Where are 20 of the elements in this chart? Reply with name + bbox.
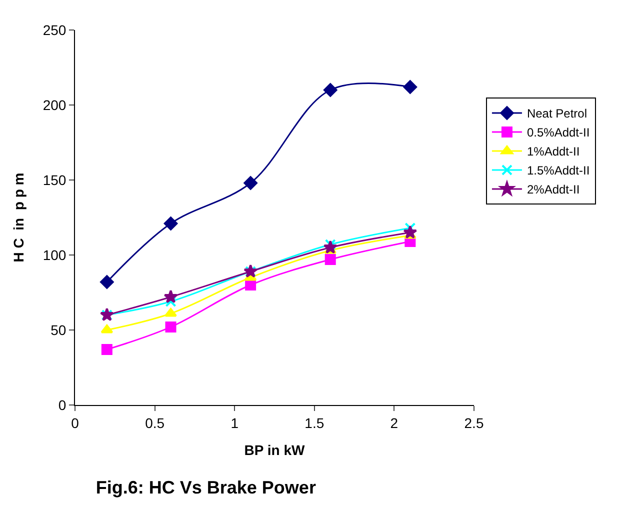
y-tick-label: 150 xyxy=(42,172,66,188)
legend-label: 1%Addt-II xyxy=(526,144,580,159)
x-tick-label: 2 xyxy=(390,414,398,431)
x-axis-title: BP in kW xyxy=(244,442,306,458)
x-tick-label: 2.5 xyxy=(464,414,484,431)
y-tick-label: 50 xyxy=(50,322,66,338)
y-tick-label: 0 xyxy=(58,396,66,413)
legend-label: 2%Addt-II xyxy=(526,182,580,197)
legend-label: 0.5%Addt-II xyxy=(526,126,590,140)
y-tick-label: 100 xyxy=(42,246,66,263)
x-tick-label: 1.5 xyxy=(304,414,324,431)
x-tick-label: 1 xyxy=(230,414,239,431)
x-tick-label: 0.5 xyxy=(145,414,165,431)
x-tick-label: 0 xyxy=(71,414,80,431)
y-axis-title: H C in p p m xyxy=(10,172,26,262)
y-tick-label: 250 xyxy=(42,22,66,38)
legend-label: Neat Petrol xyxy=(526,106,587,121)
legend-label: 1.5%Addt-II xyxy=(526,164,590,178)
y-tick-label: 200 xyxy=(42,96,66,113)
text: Fig.6: HC Vs Brake Power xyxy=(96,478,316,498)
